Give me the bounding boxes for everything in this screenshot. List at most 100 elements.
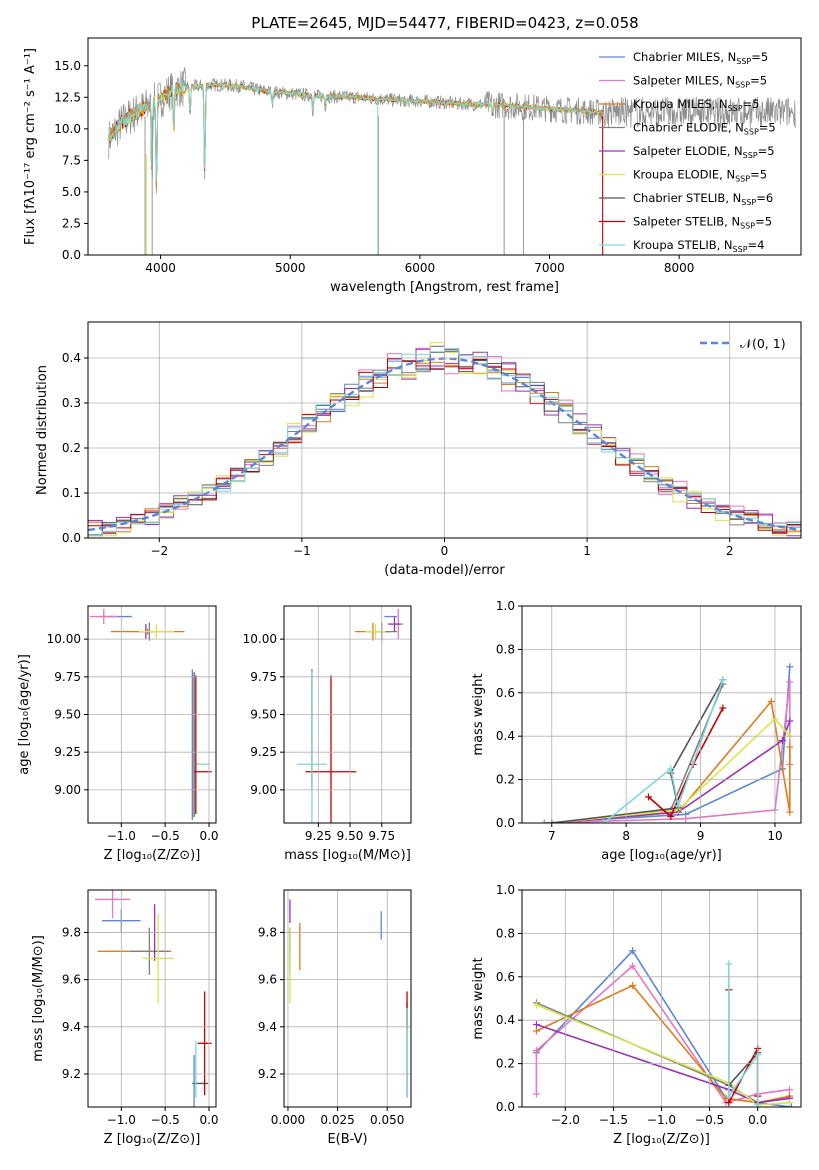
y-tick-label: 9.25 xyxy=(250,745,277,759)
y-tick-label: 0.4 xyxy=(496,729,515,743)
y-tick-label: 1.0 xyxy=(496,599,515,613)
x-tick-label: 1 xyxy=(583,544,591,558)
x-tick-label: −1.5 xyxy=(599,1113,628,1127)
legend-label: Chabrier STELIB, NSSP=6 xyxy=(633,191,773,207)
y-tick-label: 9.75 xyxy=(54,670,81,684)
x-axis-label: mass [log₁₀(M/M⊙)] xyxy=(284,848,411,863)
y-tick-label: 9.6 xyxy=(62,973,81,987)
y-tick-label: 9.00 xyxy=(54,783,81,797)
y-tick-label: 2.5 xyxy=(62,216,81,230)
y-tick-label: 10.00 xyxy=(47,632,81,646)
x-tick-label: 0.0 xyxy=(748,1113,767,1127)
chart-age_vs_mass: 9.25 9.50 9.75 9.00 9.25 9.50 9.75 10.00 mass [l… xyxy=(243,605,412,863)
model-spectrum-line xyxy=(108,79,604,181)
y-tick-label: 0.3 xyxy=(62,396,81,410)
weight-line xyxy=(536,1023,790,1104)
y-axis-label: age [log₁₀(age/yr)] xyxy=(17,654,32,775)
plot-area xyxy=(95,890,212,1107)
chart-residuals: −2 −1 0 1 2 0.0 0.1 0.2 0.3 0.4 (data-model)/error… xyxy=(35,321,802,578)
legend-count: =5 xyxy=(750,74,767,88)
axes-frame xyxy=(521,605,802,824)
y-tick-label: 9.00 xyxy=(250,783,277,797)
weight-line xyxy=(551,717,791,823)
y-tick-label: 0.0 xyxy=(496,816,515,830)
weight-line xyxy=(536,1004,790,1106)
legend-subscript: SSP xyxy=(736,57,751,66)
weight-line xyxy=(535,964,790,1104)
x-tick-label: 10 xyxy=(767,829,782,843)
legend-count: =6 xyxy=(756,191,773,205)
legend-subscript: SSP xyxy=(735,81,750,90)
x-tick-label: −1.0 xyxy=(107,1113,136,1127)
x-tick-label: −0.5 xyxy=(151,1113,180,1127)
axes-frame xyxy=(87,321,802,539)
legend-subscript: SSP xyxy=(735,175,750,184)
x-tick-label: 9.25 xyxy=(305,829,332,843)
y-tick-label: 9.8 xyxy=(258,925,277,939)
legend-label: Kroupa ELODIE, NSSP=5 xyxy=(633,168,767,184)
legend-count: =4 xyxy=(748,238,765,252)
x-axis-label: Z [log₁₀(Z/Z⊙)] xyxy=(104,848,201,863)
legend-count: =5 xyxy=(750,168,767,182)
legend-subscript: SSP xyxy=(743,151,758,160)
y-axis-label: Flux [fλ10⁻¹⁷ erg cm⁻² s⁻¹ A⁻¹] xyxy=(23,48,38,245)
x-tick-label: −0.5 xyxy=(695,1113,724,1127)
x-axis-label: wavelength [Angstrom, rest frame] xyxy=(330,280,559,295)
y-tick-label: 0.2 xyxy=(62,441,81,455)
y-tick-label: 9.2 xyxy=(258,1067,277,1081)
x-tick-label: 0.025 xyxy=(320,1113,354,1127)
y-tick-label: 0.6 xyxy=(496,970,515,984)
y-tick-label: 7.5 xyxy=(62,153,81,167)
x-tick-label: −2 xyxy=(150,544,168,558)
legend-count: =5 xyxy=(755,215,772,229)
y-tick-label: 9.4 xyxy=(258,1020,277,1034)
x-tick-label: −1 xyxy=(293,544,311,558)
legend-subscript: SSP xyxy=(744,128,759,137)
plot-area xyxy=(296,609,404,823)
y-tick-label: 1.0 xyxy=(496,883,515,897)
legend-label: Kroupa STELIB, NSSP=4 xyxy=(633,238,764,254)
y-tick-label: 9.6 xyxy=(258,973,277,987)
legend-label: Chabrier MILES, NSSP=5 xyxy=(633,50,768,66)
x-axis-label: Z [log₁₀(Z/Z⊙)] xyxy=(104,1132,201,1147)
chart-age_vs_Z: −1.0 −0.5 0.0 9.00 9.25 9.50 9.75 10.00 Z [log₁₀… xyxy=(17,605,219,863)
x-tick-label: 9 xyxy=(697,829,705,843)
y-tick-label: 10.0 xyxy=(54,122,81,136)
y-tick-label: 9.8 xyxy=(62,925,81,939)
x-tick-label: −1.0 xyxy=(647,1113,676,1127)
y-tick-label: 9.4 xyxy=(62,1020,81,1034)
chart-mass_vs_EBV: 0.000 0.025 0.050 9.2 9.4 9.6 9.8 E(B-V) xyxy=(258,889,412,1147)
y-tick-label: 0.8 xyxy=(496,926,515,940)
legend-subscript: SSP xyxy=(733,245,748,254)
axes-frame xyxy=(87,37,802,256)
x-tick-label: 8 xyxy=(622,829,630,843)
legend-label: Chabrier ELODIE, NSSP=5 xyxy=(633,121,776,137)
axes-frame xyxy=(283,605,412,824)
x-axis-label: (data-model)/error xyxy=(384,563,505,578)
plot-area xyxy=(108,67,797,255)
x-tick-label: 2 xyxy=(726,544,734,558)
legend-label: 𝒩(0, 1) xyxy=(740,336,786,351)
legend-subscript: SSP xyxy=(728,104,743,113)
y-tick-label: 9.50 xyxy=(250,708,277,722)
x-tick-label: 8000 xyxy=(664,261,695,275)
axes-frame xyxy=(283,889,412,1108)
y-axis-label: mass weight xyxy=(471,957,486,1039)
y-tick-label: 0.4 xyxy=(496,1013,515,1027)
y-tick-label: 0.1 xyxy=(62,486,81,500)
y-tick-label: 0.0 xyxy=(496,1100,515,1114)
x-tick-label: 9.75 xyxy=(368,829,395,843)
x-tick-label: 0.000 xyxy=(271,1113,305,1127)
chart-weight_vs_Z: −2.0 −1.5 −1.0 −0.5 0.0 0.0 0.2 0.4 0.6 0.8 1.0 Z [… xyxy=(471,883,802,1147)
x-tick-label: 7 xyxy=(548,829,556,843)
legend-subscript: SSP xyxy=(740,222,755,231)
legend-count: =5 xyxy=(759,121,776,135)
y-axis-label: mass [log₁₀(M/M⊙)] xyxy=(31,935,46,1062)
x-tick-label: −1.0 xyxy=(107,829,136,843)
y-tick-label: 9.2 xyxy=(62,1067,81,1081)
y-tick-label: 0.6 xyxy=(496,686,515,700)
y-axis-label: Normed distribution xyxy=(35,365,50,495)
x-tick-label: 7000 xyxy=(534,261,565,275)
